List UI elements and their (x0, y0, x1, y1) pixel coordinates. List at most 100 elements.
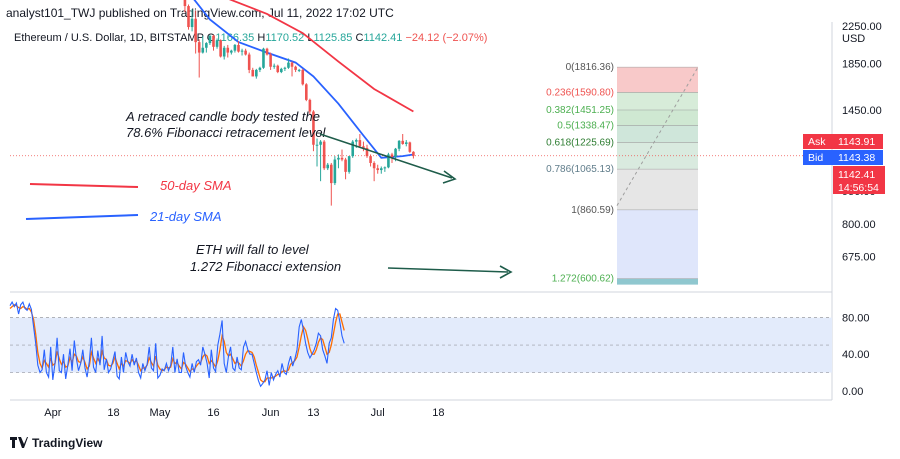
candle (301, 68, 305, 86)
candle-body (379, 168, 383, 171)
low-value: 1125.85 (313, 32, 353, 44)
candle-body (301, 69, 305, 85)
candle (387, 152, 390, 169)
candle (319, 140, 322, 182)
candle (397, 140, 401, 152)
annotation-fall: ETH will fall to level 1.272 Fibonacci e… (190, 242, 513, 279)
fib-zone (617, 169, 698, 210)
candle-body (283, 67, 287, 69)
fib-level-label: 0.5(1338.47) (557, 120, 614, 131)
time-tick-label: Apr (44, 407, 61, 419)
candle-body (408, 142, 412, 152)
candle (183, 0, 187, 13)
candle-body (294, 66, 297, 70)
candle-body (326, 164, 330, 169)
candle-body (219, 40, 222, 57)
candle (340, 149, 344, 162)
candle-body (272, 65, 276, 67)
low-label: L (307, 32, 314, 44)
candle (212, 34, 215, 51)
candle (297, 68, 301, 73)
candle (322, 140, 326, 171)
candle (379, 166, 383, 174)
symbol-ohlc-line: Ethereum / U.S. Dollar, 1D, BITSTAMP O11… (14, 32, 487, 44)
candle (237, 41, 240, 53)
candle-body (390, 154, 394, 157)
candle (258, 66, 262, 73)
candle-body (308, 99, 312, 112)
time-tick-label: 18 (432, 407, 444, 419)
candle (383, 166, 387, 172)
candle-body (354, 140, 358, 142)
stoch-tick-label: 0.00 (842, 386, 863, 398)
candle (187, 4, 190, 30)
candle (244, 48, 247, 56)
time-tick-label: 16 (207, 407, 219, 419)
stoch-d-line (9, 304, 345, 383)
fib-extension-zone (617, 278, 698, 285)
candle-body (233, 44, 237, 51)
candle-body (369, 156, 372, 163)
candle (205, 42, 208, 53)
legend-sma50-swatch (29, 183, 139, 188)
fib-zone (617, 142, 698, 170)
candle-body (404, 142, 408, 144)
change-value: −24.12 (−2.07%) (405, 32, 488, 44)
price-tick-label: 1850.00 (842, 59, 882, 71)
fib-level-label: 0.618(1225.69) (546, 137, 614, 148)
candle (276, 64, 280, 74)
candle-body (240, 50, 244, 52)
candle (215, 38, 219, 49)
candle (255, 68, 258, 79)
fib-level-label: 1.272(600.62) (552, 274, 614, 285)
candle-body (290, 62, 294, 67)
price-tick-label: 1450.00 (842, 105, 882, 117)
stochastic-panel (9, 300, 832, 388)
candle-body (287, 62, 290, 68)
candle (233, 43, 237, 53)
candle-body (372, 162, 376, 169)
candle (262, 47, 265, 69)
candle (365, 144, 369, 158)
candle-body (297, 69, 301, 71)
fibonacci-tool[interactable]: 0(1816.36) 0.236(1590.80) 0.382(1451.25) 0.… (546, 62, 699, 285)
candle (208, 34, 212, 45)
fall-arrow (387, 267, 509, 273)
candle (265, 47, 269, 56)
retrace-arrowhead (442, 170, 457, 184)
fall-note-line2: 1.272 Fibonacci extension (190, 259, 341, 274)
fall-note-line1: ETH will fall to level (196, 242, 310, 257)
candle-body (347, 156, 351, 172)
high-label: H (257, 32, 266, 44)
candle-body (330, 164, 333, 184)
candle (194, 10, 197, 54)
candle (337, 154, 340, 169)
candles (183, 0, 415, 206)
candle (326, 162, 330, 171)
fib-level-label: 0.382(1451.25) (546, 105, 614, 116)
candle (219, 39, 222, 58)
candle-body (340, 157, 344, 160)
candle (247, 52, 251, 74)
fib-zone (617, 110, 698, 126)
candle (287, 58, 290, 69)
candle-body (222, 47, 226, 57)
candle-body (276, 65, 280, 73)
candle-body (251, 69, 255, 77)
stoch-k-line (9, 300, 345, 388)
candle-body (322, 141, 326, 169)
time-tick-label: Jun (262, 407, 280, 419)
retrace-note-line1: A retraced candle body tested the (125, 109, 320, 124)
candle-body (212, 35, 215, 47)
time-tick-label: Jul (371, 407, 385, 419)
candle-body (312, 111, 315, 145)
fib-zone (617, 125, 698, 143)
candle-body (337, 157, 340, 160)
candle-body (190, 18, 194, 28)
candle-body (397, 140, 401, 149)
candle (401, 134, 404, 145)
candle (351, 140, 355, 158)
candle (230, 49, 233, 55)
candle-body (401, 140, 404, 144)
